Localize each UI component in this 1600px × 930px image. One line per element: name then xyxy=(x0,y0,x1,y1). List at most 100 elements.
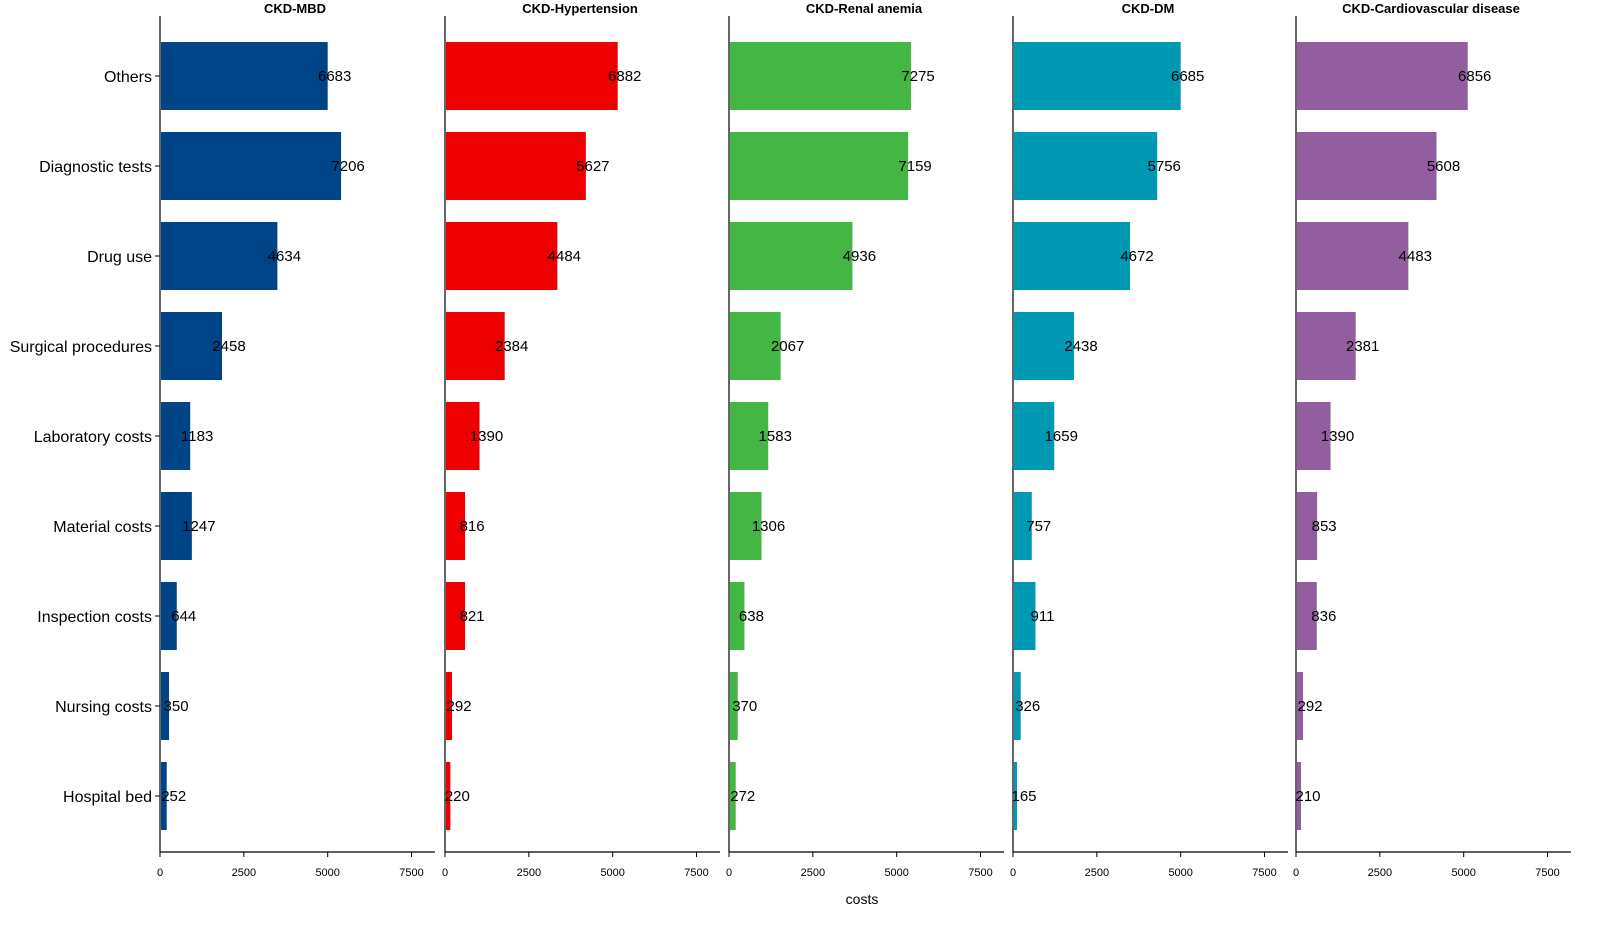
bar-ckd-cardiovascular-disease-surgical-procedures xyxy=(1297,312,1356,380)
data-label-ckd-renal-anemia-others: 7275 xyxy=(901,68,934,85)
data-label-ckd-cardiovascular-disease-material-costs: 853 xyxy=(1312,518,1337,535)
bar-ckd-cardiovascular-disease-hospital-bed xyxy=(1297,762,1302,830)
bar-ckd-renal-anemia-material-costs xyxy=(730,492,762,560)
data-label-ckd-mbd-inspection-costs: 644 xyxy=(171,608,196,625)
data-label-ckd-cardiovascular-disease-laboratory-costs: 1390 xyxy=(1321,428,1354,445)
bar-ckd-mbd-diagnostic-tests xyxy=(161,132,342,200)
bar-ckd-dm-material-costs xyxy=(1014,492,1032,560)
bar-ckd-mbd-laboratory-costs xyxy=(161,402,191,470)
data-label-ckd-mbd-diagnostic-tests: 7206 xyxy=(331,158,364,175)
data-label-ckd-hypertension-drug-use: 4484 xyxy=(548,248,581,265)
bar-ckd-dm-nursing-costs xyxy=(1014,672,1021,740)
bar-ckd-cardiovascular-disease-laboratory-costs xyxy=(1297,402,1331,470)
facet-title-ckd-mbd: CKD-MBD xyxy=(264,1,326,16)
x-tick-label-ckd-hypertension-0: 0 xyxy=(442,867,448,879)
x-tick-label-ckd-dm-5000: 5000 xyxy=(1168,867,1192,879)
data-label-ckd-dm-inspection-costs: 911 xyxy=(1031,608,1055,625)
data-label-ckd-cardiovascular-disease-surgical-procedures: 2381 xyxy=(1346,338,1379,355)
data-label-ckd-cardiovascular-disease-drug-use: 4483 xyxy=(1399,248,1432,265)
bar-ckd-mbd-others xyxy=(161,42,328,110)
bar-ckd-renal-anemia-inspection-costs xyxy=(730,582,745,650)
bar-ckd-renal-anemia-diagnostic-tests xyxy=(730,132,909,200)
category-label-nursing-costs: Nursing costs xyxy=(55,699,152,716)
bar-ckd-hypertension-inspection-costs xyxy=(446,582,466,650)
data-label-ckd-dm-others: 6685 xyxy=(1171,68,1204,85)
x-tick-label-ckd-mbd-0: 0 xyxy=(157,867,163,879)
data-label-ckd-cardiovascular-disease-inspection-costs: 836 xyxy=(1311,608,1336,625)
data-label-ckd-mbd-laboratory-costs: 1183 xyxy=(181,428,213,445)
x-tick-label-ckd-cardiovascular-disease-2500: 2500 xyxy=(1368,867,1392,879)
data-label-ckd-renal-anemia-material-costs: 1306 xyxy=(752,518,785,535)
bar-ckd-cardiovascular-disease-diagnostic-tests xyxy=(1297,132,1437,200)
bar-ckd-renal-anemia-others xyxy=(730,42,912,110)
data-label-ckd-hypertension-hospital-bed: 220 xyxy=(445,788,470,805)
data-label-ckd-hypertension-surgical-procedures: 2384 xyxy=(495,338,528,355)
bar-ckd-mbd-hospital-bed xyxy=(161,762,167,830)
category-label-material-costs: Material costs xyxy=(53,519,152,536)
bar-ckd-dm-hospital-bed xyxy=(1014,762,1018,830)
category-label-hospital-bed: Hospital bed xyxy=(63,789,152,806)
category-label-others: Others xyxy=(104,69,152,86)
bar-ckd-hypertension-nursing-costs xyxy=(446,672,453,740)
bar-ckd-hypertension-hospital-bed xyxy=(446,762,451,830)
data-label-ckd-hypertension-laboratory-costs: 1390 xyxy=(470,428,503,445)
x-tick-label-ckd-dm-2500: 2500 xyxy=(1085,867,1109,879)
x-tick-label-ckd-renal-anemia-7500: 7500 xyxy=(968,867,992,879)
facet-title-ckd-cardiovascular-disease: CKD-Cardiovascular disease xyxy=(1342,1,1520,16)
x-tick-label-ckd-dm-0: 0 xyxy=(1010,867,1016,879)
bar-ckd-dm-surgical-procedures xyxy=(1014,312,1075,380)
bar-ckd-hypertension-diagnostic-tests xyxy=(446,132,586,200)
bar-ckd-hypertension-drug-use xyxy=(446,222,558,290)
data-label-ckd-hypertension-nursing-costs: 292 xyxy=(447,698,472,715)
bar-ckd-cardiovascular-disease-nursing-costs xyxy=(1297,672,1304,740)
facet-title-ckd-hypertension: CKD-Hypertension xyxy=(522,1,638,16)
bar-ckd-mbd-material-costs xyxy=(161,492,192,560)
data-label-ckd-cardiovascular-disease-hospital-bed: 210 xyxy=(1296,788,1321,805)
bar-ckd-renal-anemia-laboratory-costs xyxy=(730,402,769,470)
data-label-ckd-renal-anemia-hospital-bed: 272 xyxy=(730,788,755,805)
category-label-inspection-costs: Inspection costs xyxy=(37,609,152,626)
bar-ckd-hypertension-surgical-procedures xyxy=(446,312,505,380)
data-label-ckd-mbd-hospital-bed: 252 xyxy=(161,788,186,805)
x-tick-label-ckd-mbd-5000: 5000 xyxy=(315,867,339,879)
category-label-surgical-procedures: Surgical procedures xyxy=(10,339,152,356)
data-label-ckd-renal-anemia-diagnostic-tests: 7159 xyxy=(898,158,931,175)
facet-title-ckd-dm: CKD-DM xyxy=(1122,1,1175,16)
x-tick-label-ckd-cardiovascular-disease-7500: 7500 xyxy=(1535,867,1559,879)
bar-ckd-renal-anemia-nursing-costs xyxy=(730,672,738,740)
data-label-ckd-mbd-surgical-procedures: 2458 xyxy=(212,338,245,355)
bar-ckd-mbd-surgical-procedures xyxy=(161,312,223,380)
bar-ckd-dm-laboratory-costs xyxy=(1014,402,1055,470)
bar-ckd-mbd-inspection-costs xyxy=(161,582,177,650)
data-label-ckd-renal-anemia-surgical-procedures: 2067 xyxy=(771,338,804,355)
bar-ckd-dm-diagnostic-tests xyxy=(1014,132,1158,200)
data-label-ckd-renal-anemia-laboratory-costs: 1583 xyxy=(759,428,792,445)
data-label-ckd-hypertension-material-costs: 816 xyxy=(460,518,485,535)
data-label-ckd-cardiovascular-disease-others: 6856 xyxy=(1458,68,1491,85)
data-label-ckd-dm-hospital-bed: 165 xyxy=(1012,788,1037,805)
bar-ckd-dm-drug-use xyxy=(1014,222,1131,290)
x-tick-label-ckd-hypertension-7500: 7500 xyxy=(684,867,708,879)
bar-ckd-cardiovascular-disease-inspection-costs xyxy=(1297,582,1317,650)
data-label-ckd-hypertension-others: 6882 xyxy=(608,68,641,85)
data-label-ckd-dm-material-costs: 757 xyxy=(1026,518,1051,535)
bar-ckd-renal-anemia-drug-use xyxy=(730,222,853,290)
x-tick-label-ckd-mbd-7500: 7500 xyxy=(399,867,423,879)
x-tick-label-ckd-hypertension-5000: 5000 xyxy=(600,867,624,879)
data-label-ckd-cardiovascular-disease-nursing-costs: 292 xyxy=(1298,698,1323,715)
data-label-ckd-cardiovascular-disease-diagnostic-tests: 5608 xyxy=(1427,158,1460,175)
x-axis-title: costs xyxy=(846,891,879,907)
x-tick-label-ckd-mbd-2500: 2500 xyxy=(232,867,256,879)
bar-ckd-cardiovascular-disease-others xyxy=(1297,42,1468,110)
bar-ckd-renal-anemia-surgical-procedures xyxy=(730,312,781,380)
data-label-ckd-dm-laboratory-costs: 1659 xyxy=(1045,428,1078,445)
x-tick-label-ckd-cardiovascular-disease-0: 0 xyxy=(1293,867,1299,879)
bar-ckd-mbd-drug-use xyxy=(161,222,278,290)
x-tick-label-ckd-dm-7500: 7500 xyxy=(1252,867,1276,879)
data-label-ckd-dm-diagnostic-tests: 5756 xyxy=(1148,158,1181,175)
data-label-ckd-renal-anemia-nursing-costs: 370 xyxy=(732,698,757,715)
x-tick-label-ckd-renal-anemia-2500: 2500 xyxy=(801,867,825,879)
facet-title-ckd-renal-anemia: CKD-Renal anemia xyxy=(806,1,923,16)
